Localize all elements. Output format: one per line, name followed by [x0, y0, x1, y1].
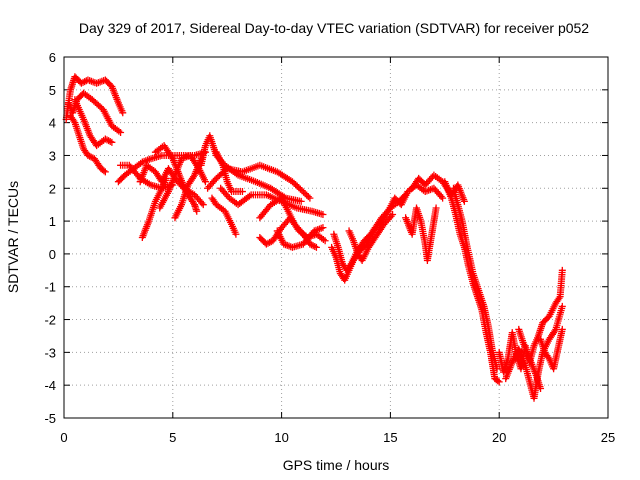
data-point [79, 78, 87, 86]
data-points [62, 73, 566, 402]
data-point [100, 167, 108, 175]
data-point [537, 384, 545, 392]
x-tick-label: 25 [601, 430, 615, 445]
series-sdtvar [62, 73, 566, 402]
data-point [77, 79, 85, 87]
y-tick-label: 1 [49, 214, 56, 229]
data-point [246, 192, 254, 200]
data-point [295, 184, 303, 192]
data-point [544, 353, 552, 361]
data-point [288, 178, 296, 186]
data-point [439, 194, 447, 202]
y-tick-label: 0 [49, 247, 56, 262]
data-point [106, 138, 114, 146]
data-point [494, 377, 502, 385]
data-point [162, 174, 170, 182]
y-tick-label: 2 [49, 181, 56, 196]
data-point [306, 194, 314, 202]
y-axis-title: SDTVAR / TECUs [5, 181, 21, 293]
data-point [309, 242, 317, 250]
data-point [300, 188, 308, 196]
data-point [493, 365, 501, 373]
data-point [297, 197, 305, 205]
data-point [306, 240, 314, 248]
data-point [189, 199, 197, 207]
chart-title: Day 329 of 2017, Sidereal Day-to-day VTE… [79, 20, 589, 36]
data-point [262, 240, 270, 248]
data-point [238, 188, 246, 196]
data-point [321, 237, 329, 245]
data-point [312, 243, 320, 251]
y-tick-labels: -5 -4 -3 -2 -1 0 1 2 3 4 5 6 [44, 50, 56, 426]
data-point [551, 327, 559, 335]
x-tick-label: 5 [169, 430, 176, 445]
data-point [105, 137, 113, 145]
y-tick-label: -4 [44, 378, 56, 393]
data-point [87, 153, 95, 161]
data-point [319, 224, 327, 232]
data-point [211, 176, 219, 184]
data-point [198, 199, 206, 207]
x-tick-label: 15 [383, 430, 397, 445]
data-point [495, 378, 503, 386]
data-point [301, 190, 309, 198]
data-point [437, 192, 445, 200]
data-point [389, 211, 397, 219]
data-point [101, 135, 109, 143]
data-point [460, 197, 468, 205]
y-tick-label: -1 [44, 280, 56, 295]
data-point [84, 151, 92, 159]
data-point [555, 294, 563, 302]
data-point [319, 211, 327, 219]
data-point [558, 302, 566, 310]
y-tick-label: -5 [44, 411, 56, 426]
data-point [266, 238, 274, 246]
data-point [117, 128, 125, 136]
data-point [70, 117, 78, 125]
data-point [311, 243, 319, 251]
y-tick-label: 4 [49, 116, 56, 131]
y-tick-label: 3 [49, 148, 56, 163]
x-axis-title: GPS time / hours [283, 457, 390, 473]
x-tick-label: 20 [492, 430, 506, 445]
y-tick-label: 6 [49, 50, 56, 65]
y-tick-label: -3 [44, 345, 56, 360]
x-tick-label: 0 [60, 430, 67, 445]
y-tick-label: 5 [49, 83, 56, 98]
data-point [432, 204, 440, 212]
x-tick-label: 10 [274, 430, 288, 445]
data-point [193, 207, 201, 215]
data-point [400, 192, 408, 200]
data-point [558, 325, 566, 333]
data-point [119, 109, 127, 117]
data-point [293, 182, 301, 190]
data-point [81, 78, 89, 86]
data-point [308, 241, 316, 249]
data-point [264, 239, 272, 247]
data-point [199, 201, 207, 209]
data-point [86, 152, 94, 160]
data-point [232, 230, 240, 238]
data-point [402, 191, 410, 199]
data-point [387, 212, 395, 220]
data-point [201, 178, 209, 186]
x-tick-labels: 0 5 10 15 20 25 [60, 430, 615, 445]
data-point [558, 266, 566, 274]
y-tick-label: -2 [44, 313, 56, 328]
data-point [304, 193, 312, 201]
data-point [108, 138, 116, 146]
data-point [101, 168, 109, 176]
data-point [103, 136, 111, 144]
plot-frame [63, 56, 609, 419]
